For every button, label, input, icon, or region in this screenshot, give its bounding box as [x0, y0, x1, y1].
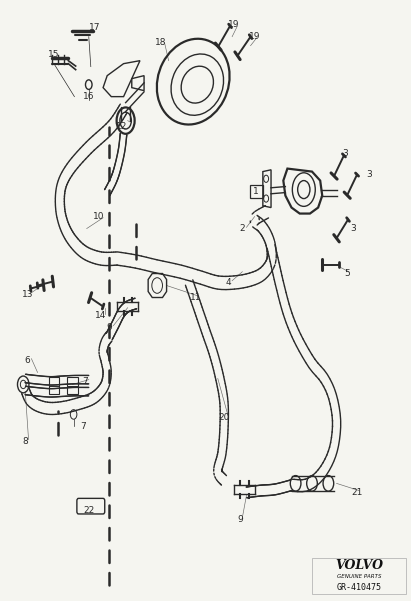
- Text: 20: 20: [218, 413, 230, 422]
- Text: GENUINE PARTS: GENUINE PARTS: [337, 574, 381, 579]
- Text: 2: 2: [240, 224, 245, 233]
- Text: GR-410475: GR-410475: [337, 582, 381, 591]
- Bar: [312, 558, 406, 594]
- Text: 8: 8: [22, 437, 28, 446]
- Text: 7: 7: [80, 422, 85, 431]
- Text: 3: 3: [342, 149, 348, 158]
- Text: 3: 3: [367, 170, 372, 179]
- Text: 10: 10: [93, 212, 105, 221]
- Text: 7: 7: [82, 377, 88, 386]
- Bar: [67, 377, 78, 394]
- Text: 16: 16: [83, 92, 95, 101]
- Bar: [250, 185, 263, 198]
- Text: 11: 11: [189, 293, 201, 302]
- Text: 4: 4: [225, 278, 231, 287]
- Text: 21: 21: [351, 488, 363, 497]
- Text: VOLVO: VOLVO: [335, 559, 383, 572]
- Text: 19: 19: [229, 20, 240, 29]
- Text: 18: 18: [155, 38, 166, 47]
- Text: 5: 5: [344, 269, 350, 278]
- Text: 3: 3: [350, 224, 356, 233]
- Text: 14: 14: [95, 311, 107, 320]
- Text: 1: 1: [254, 187, 259, 196]
- Text: 9: 9: [238, 515, 243, 524]
- Text: 15: 15: [48, 50, 60, 59]
- Text: 6: 6: [24, 356, 30, 365]
- Text: 13: 13: [21, 290, 33, 299]
- Text: 19: 19: [249, 32, 261, 41]
- Text: 17: 17: [89, 23, 101, 32]
- Text: 12: 12: [116, 122, 127, 131]
- Text: 9: 9: [106, 323, 112, 332]
- Bar: [48, 377, 59, 394]
- Text: 22: 22: [83, 506, 95, 515]
